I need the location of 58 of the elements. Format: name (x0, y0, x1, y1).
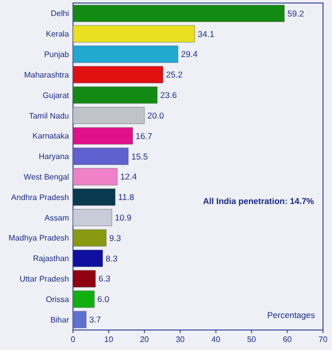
y-tick-label: Gujarat (42, 90, 70, 100)
data-label: 34.1 (198, 28, 215, 39)
data-label: 59.2 (287, 8, 304, 18)
x-tick-label: 60 (282, 335, 292, 344)
x-tick-label: 70 (318, 335, 328, 344)
data-label: 15.5 (131, 151, 148, 162)
y-tick-label: West Bengal (24, 172, 70, 182)
bar (72, 311, 86, 328)
data-label: 12.4 (120, 172, 138, 182)
bar (72, 209, 112, 226)
y-tick-label: Madhya Pradesh (8, 234, 69, 243)
bar (72, 106, 145, 124)
bar (72, 229, 106, 246)
y-tick-label: Rajasthan (32, 254, 69, 264)
data-label: 8.3 (106, 253, 118, 264)
x-axis-title: Percentages (267, 310, 315, 320)
y-tick-label: Tamil Nadu (28, 111, 69, 120)
bar (72, 250, 103, 267)
bar (72, 46, 178, 63)
x-tick-label: 30 (176, 335, 186, 344)
bar (72, 290, 95, 308)
data-label: 6.3 (98, 274, 111, 284)
y-tick-label: Orissa (46, 294, 70, 304)
y-tick-label: Uttar Pradesh (20, 274, 69, 284)
y-tick-label: Delhi (50, 9, 70, 18)
x-tick-label: 50 (247, 335, 257, 344)
bar (72, 66, 164, 84)
annotation: All India penetration: 14.7% (203, 196, 314, 206)
data-label: 3.7 (89, 314, 102, 325)
data-label: 25.2 (166, 70, 183, 80)
data-label: 11.8 (118, 192, 134, 202)
bar (72, 188, 116, 206)
y-tick-label: Andhra Pradesh (11, 192, 69, 202)
x-tick-label: 0 (70, 335, 76, 344)
data-label: 16.7 (136, 130, 152, 141)
y-tick-label: Haryana (38, 152, 70, 162)
data-label: 6.0 (97, 294, 110, 304)
y-tick-label: Punjab (44, 50, 70, 60)
bar (72, 25, 195, 42)
y-tick-label: Bihar (50, 315, 70, 324)
data-label: 9.3 (109, 232, 122, 243)
y-tick-label: Maharashtra (24, 70, 70, 80)
bar (72, 4, 285, 22)
bar (72, 86, 158, 104)
bar (72, 148, 129, 165)
x-tick-label: 10 (104, 335, 114, 344)
data-label: 29.4 (181, 49, 198, 60)
bar (72, 127, 133, 144)
y-tick-label: Karnataka (32, 132, 70, 141)
y-tick-label: Kerala (46, 30, 70, 39)
bar (72, 270, 96, 288)
data-label: 20.0 (147, 110, 164, 120)
x-tick-label: 20 (140, 335, 150, 344)
data-label: 10.9 (114, 212, 132, 223)
y-tick-label: Assam (44, 213, 70, 222)
data-label: 23.6 (160, 90, 178, 100)
x-tick-label: 40 (211, 335, 221, 344)
bar (72, 168, 118, 186)
